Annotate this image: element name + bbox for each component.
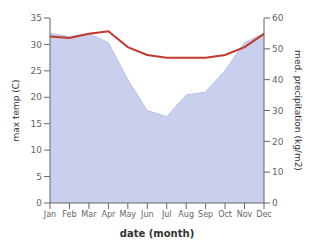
- svg-text:Apr: Apr: [101, 210, 116, 219]
- svg-text:Aug: Aug: [178, 210, 194, 219]
- svg-text:Oct: Oct: [218, 210, 232, 219]
- svg-text:10: 10: [31, 145, 43, 155]
- svg-text:0: 0: [36, 198, 42, 208]
- svg-text:Nov: Nov: [237, 210, 253, 219]
- svg-text:Jun: Jun: [140, 210, 154, 219]
- svg-text:Dec: Dec: [256, 210, 271, 219]
- svg-text:50: 50: [272, 44, 284, 54]
- svg-text:20: 20: [31, 92, 43, 102]
- svg-text:25: 25: [31, 66, 42, 76]
- svg-text:max temp (C): max temp (C): [11, 79, 21, 141]
- svg-text:Sep: Sep: [198, 210, 213, 219]
- svg-text:60: 60: [272, 13, 284, 23]
- svg-text:35: 35: [31, 13, 42, 23]
- svg-text:5: 5: [36, 172, 42, 182]
- svg-text:30: 30: [31, 40, 43, 50]
- svg-text:Mar: Mar: [81, 210, 97, 219]
- svg-text:May: May: [120, 210, 137, 219]
- svg-text:20: 20: [272, 137, 284, 147]
- svg-text:med. precipitation (kg/m2): med. precipitation (kg/m2): [293, 50, 303, 171]
- svg-text:date (month): date (month): [120, 228, 194, 239]
- svg-text:40: 40: [272, 75, 284, 85]
- svg-text:30: 30: [272, 106, 284, 116]
- svg-text:Feb: Feb: [62, 210, 76, 219]
- svg-text:0: 0: [272, 198, 278, 208]
- svg-text:Jan: Jan: [43, 210, 56, 219]
- svg-text:10: 10: [272, 167, 284, 177]
- svg-text:15: 15: [31, 119, 42, 129]
- svg-text:Jul: Jul: [161, 210, 172, 219]
